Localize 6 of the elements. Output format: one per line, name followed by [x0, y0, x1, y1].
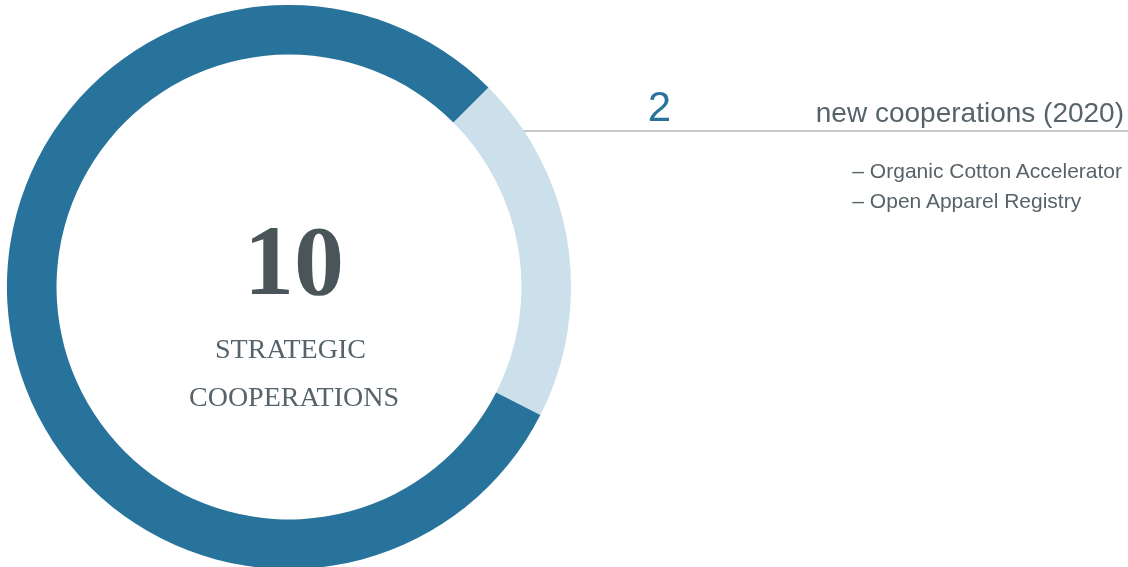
- text: 10: [244, 204, 344, 316]
- text: STRATEGIC COOPERATIONS: [188, 332, 400, 412]
- text: – Open Apparel Registry: [852, 188, 1083, 214]
- slice-label: new cooperations (2020): [815, 96, 1124, 128]
- data-label: 2: [647, 82, 672, 130]
- text: – Organic Cotton Accelerator: [852, 158, 1122, 184]
